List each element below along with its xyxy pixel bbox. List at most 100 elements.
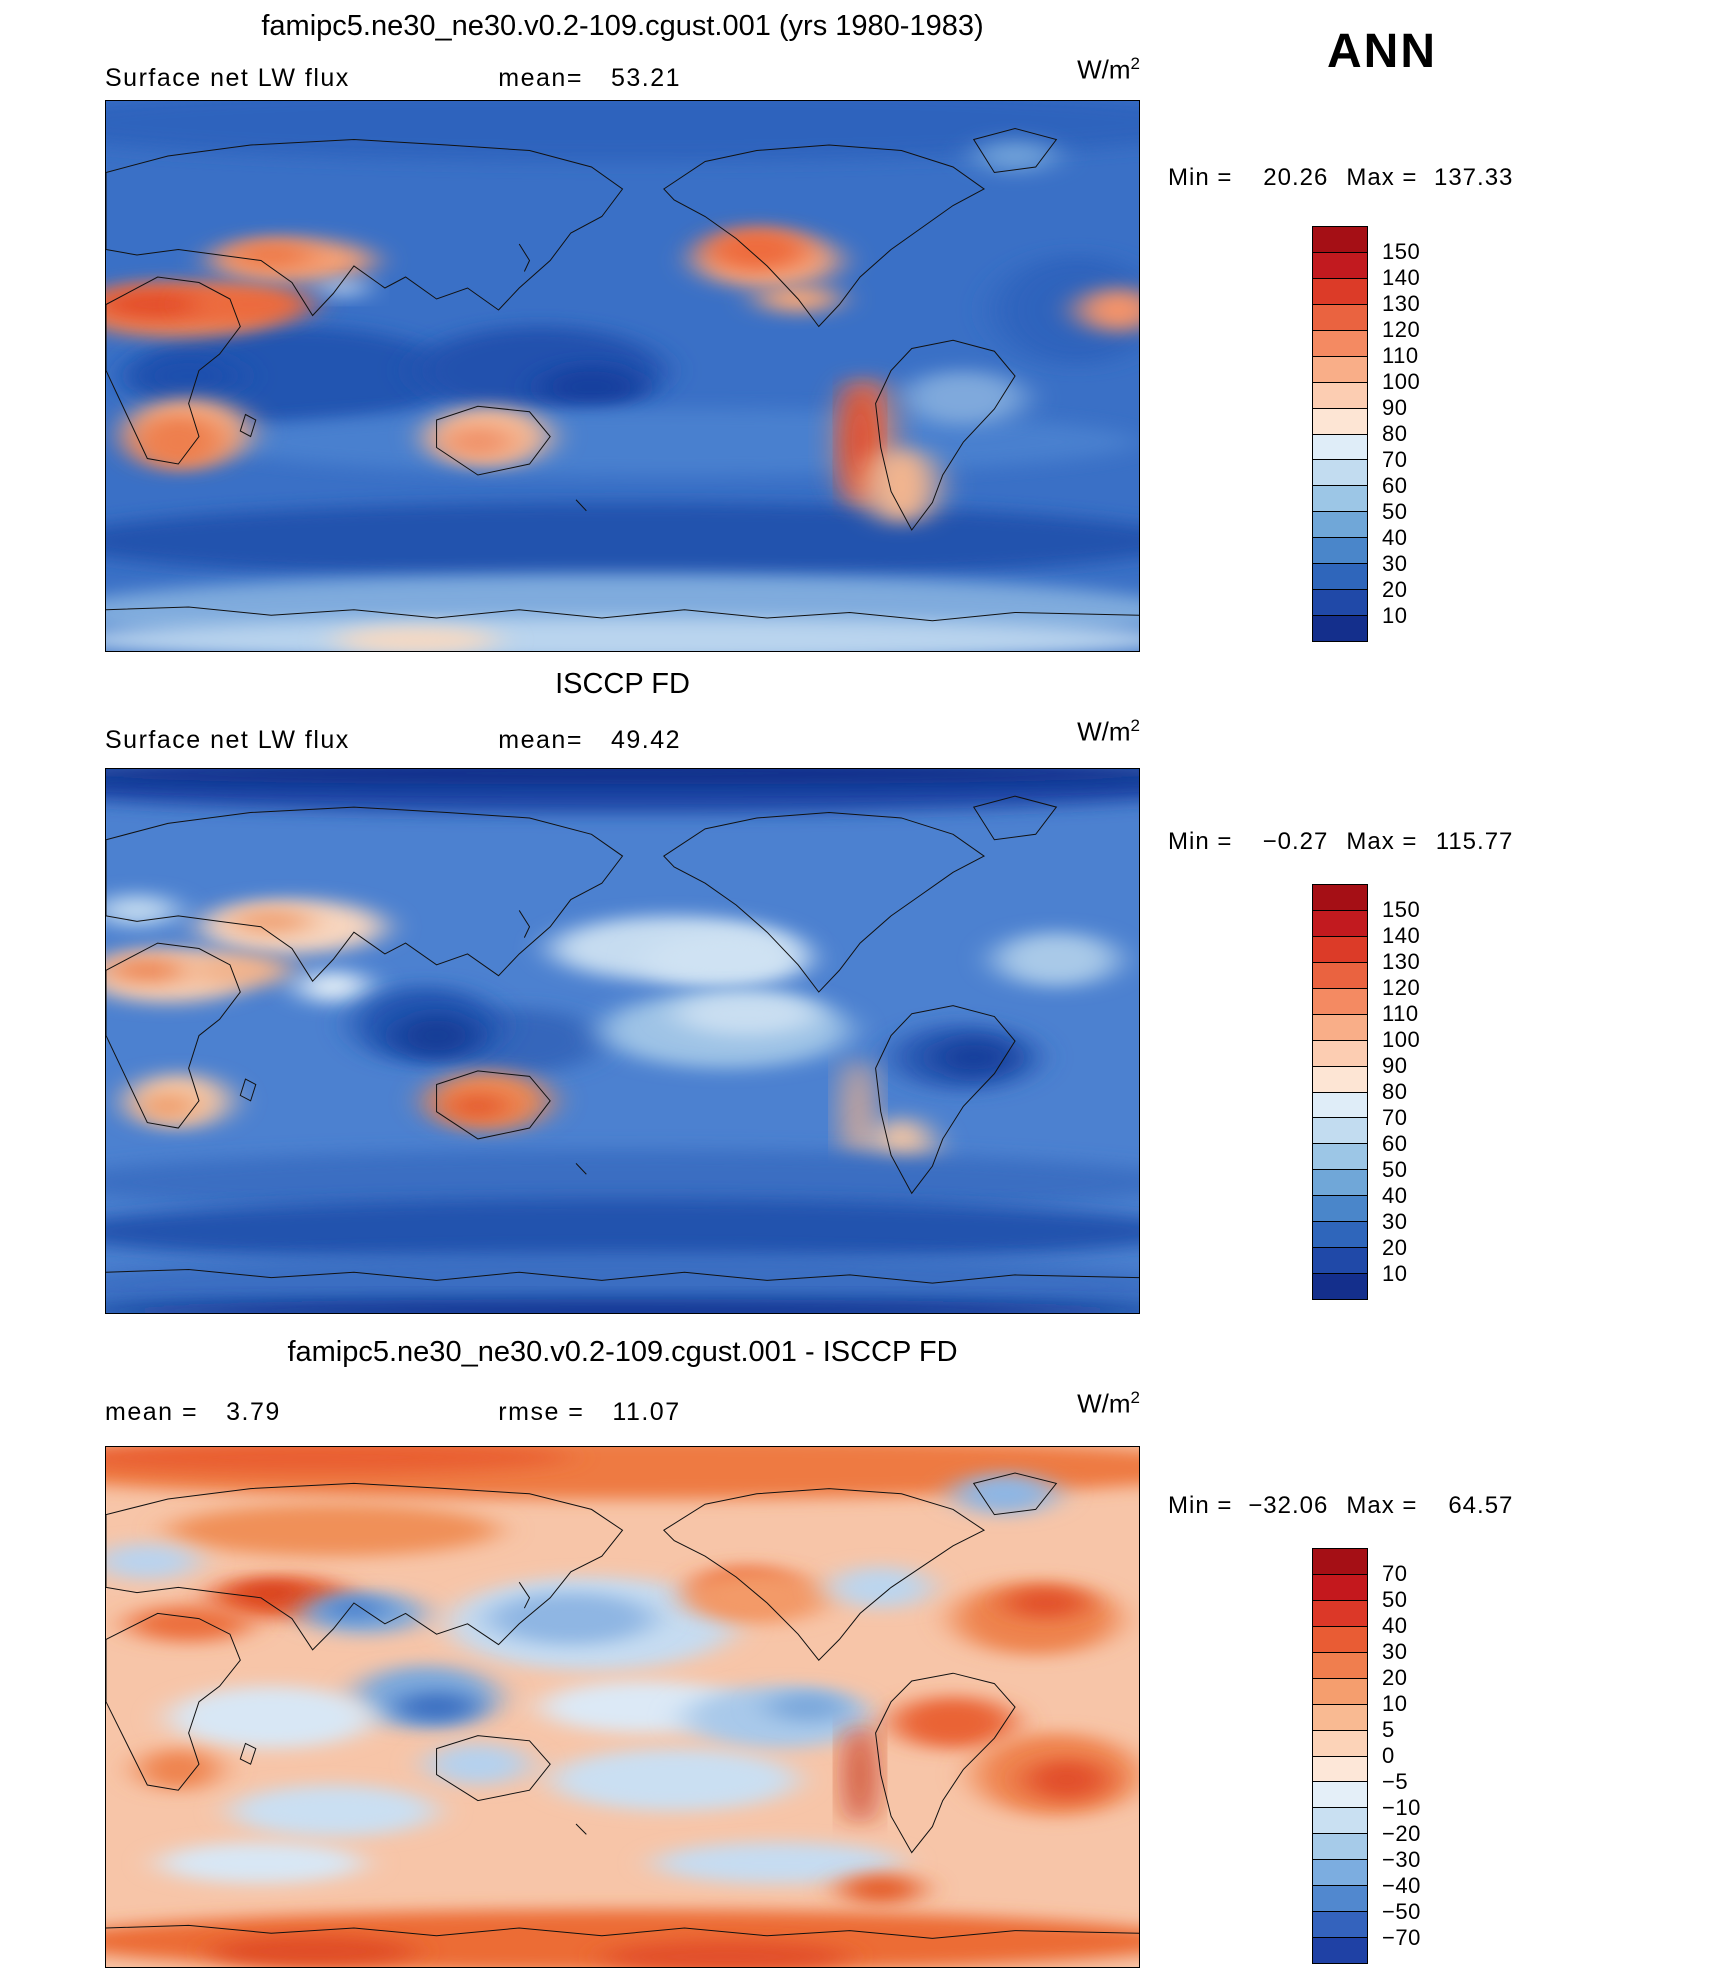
panel3-mean-group: mean = 3.79 bbox=[105, 1398, 281, 1427]
panel1-units-exponent: 2 bbox=[1130, 54, 1140, 73]
colorbar-tick-label: 90 bbox=[1382, 395, 1408, 420]
colorbar-cell bbox=[1313, 936, 1367, 963]
colorbar-tick-label: 40 bbox=[1382, 1613, 1408, 1638]
coastline bbox=[876, 1006, 1015, 1194]
panel1-min-label: Min = bbox=[1168, 164, 1233, 191]
colorbar-cell bbox=[1313, 1678, 1367, 1705]
colorbar-tick-label: 40 bbox=[1382, 525, 1408, 550]
panel2-units-label: W/m2 bbox=[1077, 716, 1140, 748]
colorbar-cell bbox=[1313, 1834, 1367, 1861]
panel1-units-label: W/m2 bbox=[1077, 54, 1140, 86]
coastline bbox=[974, 129, 1057, 173]
colorbar-tick-label: 140 bbox=[1382, 923, 1421, 948]
colorbar-tick-label: 30 bbox=[1382, 1639, 1408, 1664]
coastline bbox=[519, 1582, 529, 1608]
colorbar-tick-label: 100 bbox=[1382, 1027, 1421, 1052]
coastline bbox=[664, 145, 984, 327]
colorbar-cell bbox=[1313, 1196, 1367, 1223]
coastline bbox=[437, 1071, 551, 1139]
colorbar-tick-label: −30 bbox=[1382, 1847, 1421, 1872]
coastline bbox=[876, 340, 1015, 530]
coastline bbox=[106, 607, 1139, 621]
colorbar-cell bbox=[1313, 460, 1367, 487]
colorbar-cell bbox=[1313, 988, 1367, 1015]
colorbar-tick-label: 150 bbox=[1382, 897, 1421, 922]
panel2-max-value: 115.77 bbox=[1435, 828, 1514, 855]
colorbar-tick-label: −10 bbox=[1382, 1795, 1421, 1820]
coastline bbox=[664, 1489, 984, 1661]
coastline bbox=[106, 943, 240, 1128]
panel3-map bbox=[105, 1446, 1140, 1968]
panel2-max-label: Max = bbox=[1346, 828, 1418, 855]
coastline bbox=[974, 1473, 1057, 1515]
panel1-title: famipc5.ne30_ne30.v0.2-109.cgust.001 (yr… bbox=[261, 10, 984, 42]
colorbar-tick-label: 130 bbox=[1382, 949, 1421, 974]
panel3-rmse-group: rmse = 11.07 bbox=[498, 1398, 680, 1427]
coastline bbox=[664, 813, 984, 993]
colorbar-cell bbox=[1313, 304, 1367, 331]
colorbar-tick-label: −20 bbox=[1382, 1821, 1421, 1846]
panel3-mean-value: 3.79 bbox=[226, 1398, 281, 1426]
colorbar-tick-label: 150 bbox=[1382, 239, 1421, 264]
colorbar-labels: 150 140 130 120 110 100 90 80 70 60 50 40 30 20 10 bbox=[1382, 884, 1472, 1300]
colorbar-tick-label: 40 bbox=[1382, 1183, 1408, 1208]
colorbar-cell bbox=[1313, 252, 1367, 279]
colorbar-cell bbox=[1313, 278, 1367, 305]
coastline bbox=[519, 244, 529, 272]
panel3-mean-label: mean = bbox=[105, 1398, 199, 1426]
colorbar-cell bbox=[1313, 1808, 1367, 1835]
colorbar-cell bbox=[1313, 1756, 1367, 1783]
colorbar-cell bbox=[1313, 1274, 1367, 1299]
coastline bbox=[519, 910, 529, 937]
colorbar-tick-label: 5 bbox=[1382, 1717, 1395, 1742]
colorbar-cell bbox=[1313, 1222, 1367, 1249]
colorbar-tick-label: −50 bbox=[1382, 1899, 1421, 1924]
coastline bbox=[576, 1163, 586, 1174]
colorbar-tick-label: 20 bbox=[1382, 1235, 1408, 1260]
panel3-min-value: −32.06 bbox=[1248, 1492, 1329, 1519]
colorbar-labels: 70 50 40 30 20 10 5 0 −5 −10 −20 −30 −40 −50 −70 bbox=[1382, 1548, 1472, 1964]
panel2-units-base: W/m bbox=[1077, 716, 1131, 747]
colorbar-cell bbox=[1313, 1782, 1367, 1809]
coastline bbox=[576, 500, 586, 511]
colorbar-tick-label: 20 bbox=[1382, 1665, 1408, 1690]
colorbar-cell bbox=[1313, 486, 1367, 513]
colorbar-tick-label: 130 bbox=[1382, 291, 1421, 316]
season-label: ANN bbox=[1327, 25, 1437, 78]
coastline bbox=[106, 140, 623, 316]
panel3-max-label: Max = bbox=[1346, 1492, 1418, 1519]
colorbar-cell bbox=[1313, 1014, 1367, 1041]
coastline bbox=[106, 1483, 623, 1649]
coastline bbox=[974, 796, 1057, 840]
panel1-colorbar: 150 140 130 120 110 100 90 80 70 60 50 40 30 20 10 bbox=[1312, 226, 1420, 642]
colorbar-cell bbox=[1313, 227, 1367, 253]
colorbar-cell bbox=[1313, 885, 1367, 911]
colorbar-cell bbox=[1313, 356, 1367, 383]
coastline bbox=[240, 1079, 255, 1101]
colorbar-tick-label: 50 bbox=[1382, 1587, 1408, 1612]
panel1-minmax-row: Min = 20.26 Max = 137.33 bbox=[1168, 164, 1638, 192]
colorbar-cell bbox=[1313, 1248, 1367, 1275]
colorbar-tick-label: 100 bbox=[1382, 369, 1421, 394]
colorbar-cell bbox=[1313, 512, 1367, 539]
colorbar-tick-label: −40 bbox=[1382, 1873, 1421, 1898]
panel1-map bbox=[105, 100, 1140, 652]
panel1-variable-label: Surface net LW flux bbox=[105, 64, 350, 92]
colorbar-tick-label: 70 bbox=[1382, 1561, 1408, 1586]
colorbar-cell bbox=[1313, 962, 1367, 989]
colorbar-cell bbox=[1313, 1652, 1367, 1679]
colorbar-tick-label: 10 bbox=[1382, 603, 1408, 628]
colorbar-tick-label: 120 bbox=[1382, 317, 1421, 342]
panel2-map bbox=[105, 768, 1140, 1314]
colorbar-tick-label: 60 bbox=[1382, 1131, 1408, 1156]
panel3-units-base: W/m bbox=[1077, 1388, 1131, 1419]
colorbar-tick-label: 70 bbox=[1382, 447, 1408, 472]
panel2-min-value: −0.27 bbox=[1262, 828, 1329, 855]
panel3-minmax-row: Min = −32.06 Max = 64.57 bbox=[1168, 1492, 1638, 1520]
colorbar-cell bbox=[1313, 1860, 1367, 1887]
colorbar-cell bbox=[1313, 1886, 1367, 1913]
colorbar-cell bbox=[1313, 564, 1367, 591]
panel1-mean-group: mean= 53.21 bbox=[498, 64, 681, 93]
panel2-variable-label: Surface net LW flux bbox=[105, 726, 350, 754]
